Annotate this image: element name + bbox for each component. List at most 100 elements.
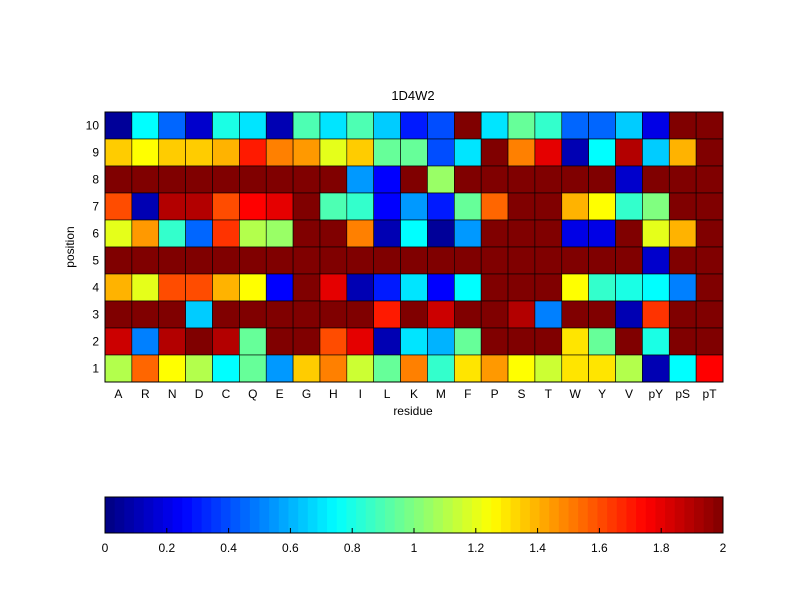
- heatmap-cell: [239, 246, 267, 275]
- colorbar-segment: [133, 497, 145, 533]
- heatmap-cell: [212, 192, 240, 221]
- colorbar-segment: [153, 497, 164, 533]
- x-tick-label: pT: [703, 387, 718, 401]
- heatmap-cell: [104, 246, 133, 275]
- heatmap-cell: [131, 300, 160, 329]
- heatmap-cell: [588, 192, 616, 221]
- heatmap-cell: [588, 138, 616, 167]
- colorbar-tick-labels: 0 0.2 0.4 0.6 0.8 1 1.2 1.4 1.6 1.8 2: [102, 528, 727, 555]
- heatmap-cell: [453, 246, 482, 275]
- heatmap-cell: [480, 246, 509, 275]
- heatmap-cell: [104, 111, 133, 140]
- heatmap-cell: [453, 138, 482, 167]
- heatmap-cell: [534, 138, 563, 167]
- x-tick-label: W: [570, 387, 582, 401]
- colorbar-segment: [607, 497, 618, 533]
- heatmap-cell: [668, 354, 697, 383]
- heatmap-cell: [480, 192, 509, 221]
- heatmap-cell: [265, 273, 294, 302]
- heatmap-cell: [131, 219, 160, 248]
- colorbar-segment: [356, 497, 367, 533]
- colorbar-segment: [394, 497, 405, 533]
- colorbar-tick-label: 1.8: [653, 541, 670, 555]
- heatmap-cell: [534, 111, 563, 140]
- heatmap-cell: [427, 246, 455, 275]
- heatmap-cell: [615, 246, 643, 275]
- heatmap-cell: [453, 327, 482, 356]
- x-tick-label: N: [168, 387, 177, 401]
- heatmap-cell: [346, 273, 374, 302]
- heatmap-cell: [453, 192, 482, 221]
- colorbar-segment: [278, 497, 289, 533]
- colorbar: [105, 497, 724, 533]
- heatmap-cell: [427, 327, 455, 356]
- heatmap-cell: [561, 111, 589, 140]
- heatmap-cell: [346, 138, 374, 167]
- heatmap-cell: [373, 246, 401, 275]
- heatmap-cell: [668, 246, 697, 275]
- heatmap-cell: [373, 138, 401, 167]
- heatmap-cell: [642, 300, 670, 329]
- heatmap-cell: [373, 111, 401, 140]
- heatmap-cell: [695, 165, 724, 194]
- heatmap-cell: [400, 327, 428, 356]
- heatmap-cell: [239, 327, 267, 356]
- heatmap-cell: [212, 354, 240, 383]
- heatmap-cell: [695, 192, 724, 221]
- heatmap-cell: [427, 138, 455, 167]
- colorbar-segment: [703, 497, 714, 533]
- heatmap-cell: [373, 165, 401, 194]
- heatmap-cell: [400, 300, 428, 329]
- heatmap-cell: [400, 165, 428, 194]
- heatmap-cell: [642, 327, 670, 356]
- heatmap-cell: [615, 300, 643, 329]
- heatmap-cell: [507, 111, 536, 140]
- heatmap-cell: [427, 354, 455, 383]
- colorbar-segment: [558, 497, 569, 533]
- x-tick-label: G: [302, 387, 311, 401]
- heatmap-cell: [158, 327, 186, 356]
- x-tick-label: D: [195, 387, 204, 401]
- colorbar-segment: [288, 497, 299, 533]
- heatmap-cell: [534, 354, 563, 383]
- heatmap-cell: [158, 219, 186, 248]
- y-tick-label: 1: [92, 362, 99, 376]
- heatmap-cell: [480, 219, 509, 248]
- heatmap-cell: [561, 354, 589, 383]
- heatmap-cell: [615, 165, 643, 194]
- colorbar-segment: [694, 497, 705, 533]
- heatmap-cell: [480, 300, 509, 329]
- heatmap-cell: [400, 354, 428, 383]
- heatmap-cell: [104, 327, 133, 356]
- heatmap-cell: [104, 219, 133, 248]
- heatmap-cell: [319, 138, 348, 167]
- heatmap-cell: [319, 165, 348, 194]
- colorbar-segment: [249, 497, 260, 533]
- plot-frame: [104, 111, 724, 383]
- heatmap-cell: [695, 138, 724, 167]
- heatmap-cell: [588, 111, 616, 140]
- heatmap-cell: [185, 111, 213, 140]
- heatmap-cell: [212, 219, 240, 248]
- heatmap-cell: [239, 300, 267, 329]
- heatmap-cell: [642, 273, 670, 302]
- heatmap-cell: [158, 192, 186, 221]
- heatmap-cell: [265, 354, 294, 383]
- heatmap-cell: [131, 327, 160, 356]
- colorbar-segment: [471, 497, 483, 533]
- colorbar-segment: [385, 497, 396, 533]
- colorbar-tick-label: 1.2: [467, 541, 484, 555]
- heatmap-cell: [185, 327, 213, 356]
- heatmap-cell: [427, 300, 455, 329]
- colorbar-segment: [172, 497, 183, 533]
- colorbar-tick-label: 0.6: [282, 541, 299, 555]
- heatmap-cell: [400, 246, 428, 275]
- heatmap-cell: [695, 300, 724, 329]
- colorbar-segment: [510, 497, 521, 533]
- heatmap-cell: [668, 219, 697, 248]
- x-tick-label: Q: [248, 387, 257, 401]
- heatmap-cell: [561, 138, 589, 167]
- x-tick-label: E: [276, 387, 284, 401]
- colorbar-segment: [423, 497, 434, 533]
